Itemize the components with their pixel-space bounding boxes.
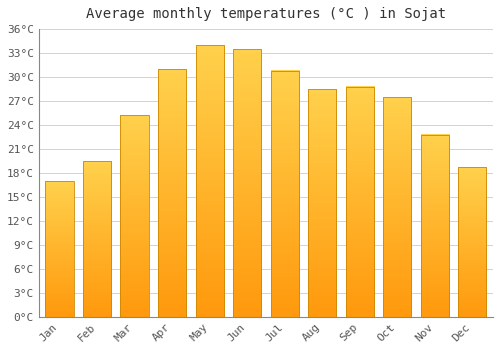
Bar [383,97,412,317]
Title: Average monthly temperatures (°C ) in Sojat: Average monthly temperatures (°C ) in So… [86,7,446,21]
Bar [421,134,449,317]
Bar [233,49,261,317]
Bar [46,181,74,317]
Bar [158,69,186,317]
Bar [196,45,224,317]
Bar [346,86,374,317]
Bar [458,167,486,317]
Bar [308,89,336,317]
Bar [83,161,111,317]
Bar [270,71,299,317]
Bar [120,116,148,317]
